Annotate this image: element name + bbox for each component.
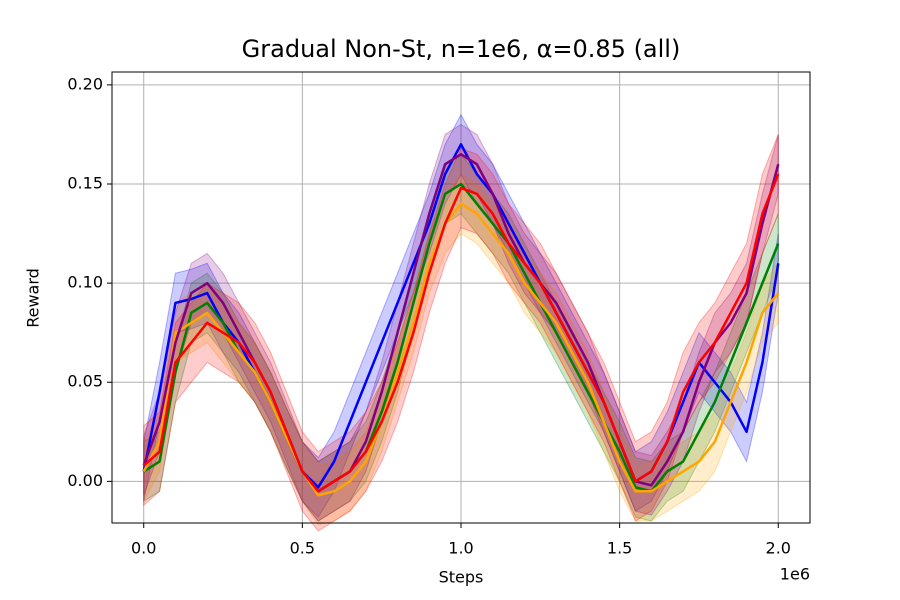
error-band (143, 123, 779, 522)
y-tick-label: 0.20 (67, 74, 103, 93)
x-tick-label: 1.5 (607, 539, 632, 558)
series-line (142, 202, 780, 497)
x-tick-label: 0.5 (290, 539, 315, 558)
chart-title: Gradual Non-St, n=1e6, α=0.85 (all) (242, 35, 681, 63)
x-tick-label: 2.0 (766, 539, 791, 558)
error-band (143, 153, 779, 522)
x-tick-label: 0.0 (131, 539, 156, 558)
error-band (143, 173, 779, 526)
x-offset-label: 1e6 (780, 565, 810, 584)
y-tick-label: 0.05 (67, 372, 103, 391)
x-axis-label: Steps (439, 568, 484, 587)
y-tick-label: 0.00 (67, 471, 103, 490)
y-tick-label: 0.15 (67, 174, 103, 193)
y-tick-label: 0.10 (67, 273, 103, 292)
error-band (143, 134, 779, 532)
y-axis-label: Reward (24, 268, 43, 328)
x-tick-label: 1.0 (448, 539, 473, 558)
series-line (142, 173, 780, 493)
plot-frame (111, 71, 811, 524)
series-line (142, 153, 780, 493)
